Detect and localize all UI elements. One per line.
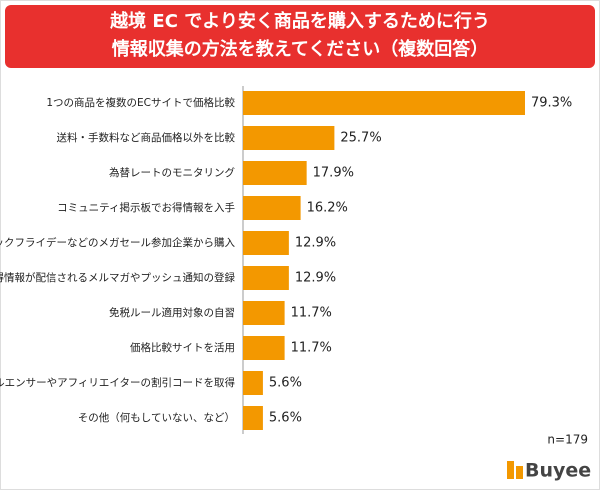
logo-icon	[507, 461, 514, 479]
value-label: 12.9%	[295, 236, 336, 251]
category-label: 送料・手数料など商品価格以外を比較	[57, 131, 236, 144]
bar	[243, 91, 525, 115]
value-label: 79.3%	[531, 96, 572, 111]
category-label: 為替レートのモニタリング	[109, 166, 235, 179]
category-label: 1つの商品を複数のECサイトで価格比較	[46, 96, 235, 109]
logo-text: Buyee	[525, 460, 591, 482]
bar	[243, 161, 307, 185]
logo: Buyee	[507, 460, 591, 482]
bar	[243, 406, 263, 430]
bar	[243, 266, 289, 290]
bar	[243, 336, 285, 360]
category-label: お得情報が配信されるメルマガやプッシュ通知の登録	[0, 271, 235, 284]
category-label: ブラックフライデーなどのメガセール参加企業から購入	[0, 236, 235, 249]
category-label: インフルエンサーやアフィリエイターの割引コードを取得	[0, 376, 235, 389]
value-label: 16.2%	[307, 201, 348, 216]
value-label: 5.6%	[269, 411, 302, 426]
sample-size: n=179	[547, 433, 588, 447]
category-label: その他（何もしていない、など）	[78, 411, 235, 424]
bar	[243, 231, 289, 255]
value-label: 25.7%	[340, 131, 381, 146]
bar	[243, 196, 301, 220]
value-label: 12.9%	[295, 271, 336, 286]
bar	[243, 126, 335, 150]
chart-title: 越境 EC でより安く商品を購入するために行う	[109, 10, 490, 32]
value-label: 11.7%	[291, 341, 332, 356]
bar	[243, 301, 285, 325]
value-label: 17.9%	[313, 166, 354, 181]
title-banner	[5, 5, 595, 68]
value-label: 11.7%	[291, 306, 332, 321]
category-label: 価格比較サイトを活用	[130, 341, 235, 354]
category-label: コミュニティ掲示板でお得情報を入手	[57, 201, 235, 214]
chart-title: 情報収集の方法を教えてください（複数回答）	[112, 38, 489, 60]
logo-icon	[516, 466, 523, 479]
value-label: 5.6%	[269, 376, 302, 391]
category-label: 免税ルール適用対象の自習	[109, 306, 235, 319]
bar	[243, 371, 263, 395]
